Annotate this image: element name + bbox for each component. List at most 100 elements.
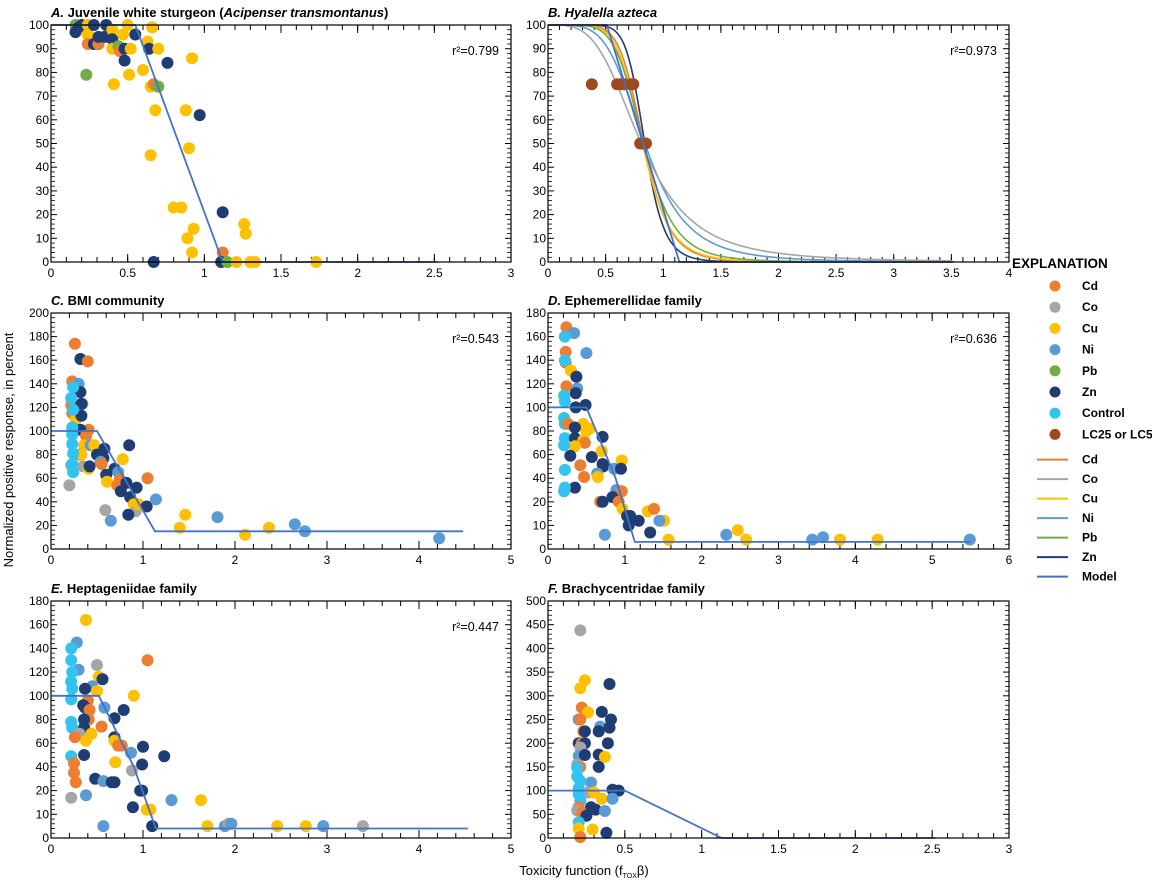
y-tick-label: 90 [36, 42, 50, 56]
y-tick-label: 250 [526, 713, 546, 727]
y-tick-label: 160 [29, 353, 49, 367]
data-point-zn [569, 422, 581, 434]
y-tick-label: 300 [526, 689, 546, 703]
y-tick-label: 40 [533, 471, 547, 485]
data-point-cu [125, 43, 137, 55]
y-axis [548, 313, 1009, 549]
legend-item-point-lc: LC25 or LC50 [1050, 427, 1152, 441]
legend-item-point-co: Co [1050, 300, 1099, 314]
y-tick-label: 50 [533, 807, 547, 821]
data-point-cd [648, 503, 660, 515]
data-point-ni [105, 515, 117, 527]
data-point-co [65, 792, 77, 804]
data-point-ni [720, 529, 732, 541]
data-point-control [66, 683, 78, 695]
legend-item-line-pb: Pb [1037, 531, 1097, 545]
data-point-ni [806, 534, 818, 546]
data-point-cd [142, 472, 154, 484]
legend-label: Cu [1082, 321, 1098, 335]
data-point-zn [70, 26, 82, 38]
r-squared-label: r²=0.799 [452, 44, 499, 58]
panel-e: E. Heptageniidae family01020406080100120… [29, 581, 515, 856]
data-point-cu [145, 149, 157, 161]
data-point-zn [579, 749, 591, 761]
data-point-cu [117, 29, 129, 41]
legend-marker-icon [1050, 408, 1061, 419]
y-tick-label: 100 [29, 689, 49, 703]
data-point-zn [586, 451, 598, 463]
data-point-control [67, 466, 79, 478]
y-tick-label: 80 [36, 65, 50, 79]
legend-label: Cu [1082, 492, 1098, 506]
y-tick-label: 40 [36, 160, 50, 174]
data-point-zn [602, 737, 614, 749]
data-point-cu [175, 202, 187, 214]
legend-title: EXPLANATION [1012, 256, 1108, 271]
legend-item-line-ni: Ni [1037, 511, 1094, 525]
legend-item-line-cd: Cd [1037, 453, 1098, 467]
data-point-ni [289, 518, 301, 530]
data-point-cu [663, 534, 675, 546]
data-point-ni [599, 805, 611, 817]
data-point-cu [128, 690, 140, 702]
data-point-zn [162, 57, 174, 69]
x-tick-label: 5 [508, 842, 515, 856]
y-tick-label: 10 [36, 807, 50, 821]
data-point-control [65, 392, 77, 404]
data-point-zn [194, 109, 206, 121]
x-tick-label: 4 [416, 553, 423, 567]
y-tick-label: 160 [29, 618, 49, 632]
y-tick-label: 80 [533, 65, 547, 79]
legend-label: Cd [1082, 279, 1098, 293]
legend-label: Co [1082, 472, 1098, 486]
x-tick-label: 1.5 [770, 842, 787, 856]
data-point-cu [834, 534, 846, 546]
data-point-co [574, 624, 586, 636]
data-point-control [559, 396, 571, 408]
x-tick-label: 1 [698, 842, 705, 856]
data-point-ni [317, 820, 329, 832]
legend-marker-icon [1050, 302, 1061, 313]
model-line [548, 25, 954, 262]
panel-title: C. BMI community [51, 293, 165, 308]
data-point-control [65, 642, 77, 654]
legend-label: Pb [1082, 531, 1097, 545]
data-point-zn [109, 776, 121, 788]
legend-item-point-control: Control [1050, 406, 1125, 420]
data-point-zn [118, 704, 130, 716]
y-tick-label: 20 [533, 208, 547, 222]
data-point-cu [137, 64, 149, 76]
data-point-zn [78, 749, 90, 761]
x-tick-label: 4 [416, 842, 423, 856]
data-point-control [67, 404, 79, 416]
data-point-cu [732, 524, 744, 536]
y-tick-label: 160 [526, 330, 546, 344]
x-tick-label: 2.5 [924, 842, 941, 856]
x-tick-label: 2.5 [828, 266, 845, 280]
y-tick-label: 150 [526, 760, 546, 774]
panel-title: E. Heptageniidae family [51, 581, 198, 596]
x-tick-label: 6 [1006, 553, 1013, 567]
data-point-zn [596, 706, 608, 718]
data-point-cu [195, 794, 207, 806]
panel-c: C. BMI community020406080100120140160180… [29, 293, 515, 567]
data-point-cd [69, 338, 81, 350]
data-point-cu [592, 471, 604, 483]
y-tick-label: 50 [533, 137, 547, 151]
panel-b: B. Hyalella azteca0102030405060708090100… [526, 5, 1013, 280]
data-point-zn [633, 515, 645, 527]
legend-marker-icon [1050, 344, 1061, 355]
y-tick-label: 40 [533, 160, 547, 174]
data-point-cu [240, 228, 252, 240]
legend-item-point-cd: Cd [1050, 279, 1099, 293]
legend-item-point-pb: Pb [1050, 364, 1098, 378]
y-tick-label: 60 [36, 471, 50, 485]
data-point-cu [186, 52, 198, 64]
data-point-zn [600, 827, 612, 839]
data-point-cd [69, 731, 81, 743]
data-point-co [357, 820, 369, 832]
y-tick-label: 180 [526, 306, 546, 320]
x-tick-label: 0.5 [597, 266, 614, 280]
